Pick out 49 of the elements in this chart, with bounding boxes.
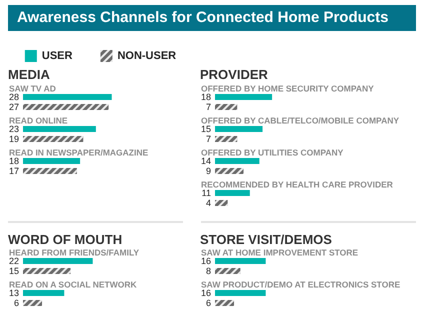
bar [215,126,263,132]
data-label: 4 [206,198,211,208]
bar [215,158,260,164]
data-label: 17 [8,166,19,176]
y-tick-label: SAW AT HOME IMPROVEMENT STORE [201,248,358,258]
chart-title: WORD OF MOUTH [8,232,122,247]
chart-title: MEDIA [8,67,50,82]
bar [23,158,80,164]
y-tick-label: OFFERED BY CABLE/TELCO/MOBILE COMPANY [201,116,400,126]
text: Awareness Channels for Connected Home Products [17,9,388,26]
data-label: 6 [206,298,211,308]
y-tick-label: SAW PRODUCT/DEMO AT ELECTRONICS STORE [201,280,400,290]
y-tick-label: RECOMMENDED BY HEALTH CARE PROVIDER [201,180,393,190]
data-label: 16 [200,256,211,266]
data-label: 7 [206,134,211,144]
data-label: 28 [8,92,19,102]
data-label: 7 [206,102,211,112]
data-label: 13 [8,288,19,298]
chart-title: PROVIDER [200,67,269,82]
bar [23,126,96,132]
data-label: 8 [206,266,211,276]
data-label: 9 [206,166,211,176]
data-label: 18 [200,92,211,102]
data-label: 16 [200,288,211,298]
y-tick-label: READ IN NEWSPAPER/MAGAZINE [9,148,148,158]
data-label: 22 [8,256,19,266]
y-tick-label: READ ONLINE [9,116,68,126]
data-label: 19 [8,134,19,144]
data-label: 14 [200,156,211,166]
y-tick-label: HEARD FROM FRIENDS/FAMILY [9,248,140,258]
data-label: 15 [8,266,19,276]
y-tick-label: OFFERED BY HOME SECURITY COMPANY [201,84,374,94]
bar [23,290,64,296]
data-label: 6 [14,298,19,308]
bar [215,190,250,196]
data-label: 27 [8,102,19,112]
chart-title: STORE VISIT/DEMOS [200,232,332,247]
data-label: 15 [200,124,211,134]
bar [23,258,93,264]
bar [215,94,272,100]
legend-label: NON-USER [117,50,176,62]
bar [23,94,112,100]
y-tick-label: OFFERED BY UTILITIES COMPANY [201,148,344,158]
y-tick-label: READ ON A SOCIAL NETWORK [9,280,138,290]
y-tick-label: SAW TV AD [9,84,56,94]
data-label: 23 [8,124,19,134]
data-label: 11 [202,188,211,198]
data-label: 18 [8,156,19,166]
legend-label: USER [42,50,73,62]
